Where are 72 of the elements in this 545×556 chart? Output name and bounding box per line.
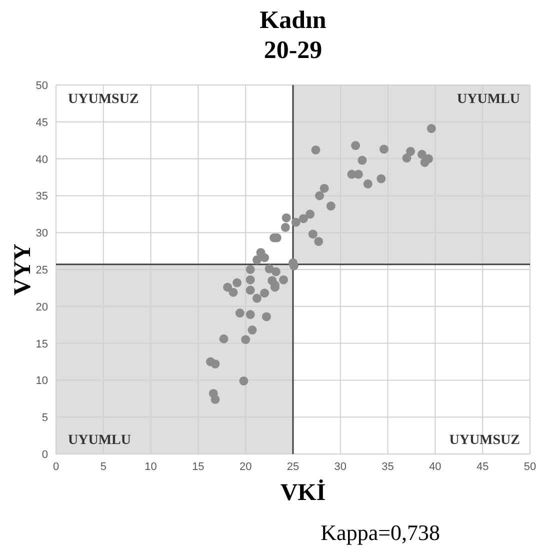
point (424, 154, 434, 164)
point (210, 359, 220, 368)
point (326, 202, 336, 211)
x-tick-label: 20 (239, 461, 252, 473)
text: Kappa=0,738 (320, 520, 440, 545)
point (376, 174, 386, 184)
annotation: UYUMSUZ (449, 433, 520, 448)
point (223, 282, 232, 292)
y-tick-label: 30 (36, 228, 48, 240)
y-tick-label: 45 (36, 116, 48, 129)
annotation: UYUMLU (457, 92, 520, 107)
point (308, 230, 318, 239)
point (363, 179, 372, 188)
x-tick-label: 10 (144, 461, 157, 473)
point (246, 310, 255, 320)
point (260, 253, 270, 262)
point (291, 218, 300, 227)
point (252, 294, 262, 303)
x-tick-label: 50 (524, 461, 536, 473)
point (246, 275, 255, 284)
point (271, 267, 280, 276)
point (380, 144, 389, 154)
annotation: UYUMLU (68, 433, 131, 448)
x-tick-label: 45 (476, 461, 489, 473)
point (246, 265, 255, 274)
x-tick-label: 15 (192, 461, 204, 473)
point (248, 326, 257, 335)
point (210, 394, 220, 404)
y-tick-label: 20 (36, 301, 48, 314)
point (320, 184, 329, 193)
x-tick-label: 5 (100, 461, 106, 473)
y-tick-label: 50 (36, 80, 48, 92)
y-tick-label: 5 (42, 412, 48, 424)
x-tick-label: 35 (382, 461, 394, 473)
x-tick-label: 30 (334, 461, 347, 473)
annotation: UYUMSUZ (68, 92, 139, 107)
y-tick-label: 15 (36, 338, 48, 350)
point (351, 141, 360, 150)
point (279, 275, 288, 284)
point (311, 145, 320, 154)
point (406, 146, 416, 156)
point (260, 288, 270, 298)
point (280, 222, 290, 232)
y-tick-label: 0 (42, 449, 48, 461)
point (241, 335, 250, 344)
point (417, 150, 426, 159)
x-tick-label: 0 (52, 461, 60, 473)
point (228, 288, 238, 297)
point (239, 376, 248, 386)
point (246, 286, 255, 295)
point (358, 156, 367, 165)
y-tick-label: 25 (36, 264, 48, 276)
point (306, 210, 315, 219)
x-tick-label: 25 (286, 461, 300, 473)
point (282, 213, 291, 222)
point (235, 308, 244, 318)
point (298, 214, 308, 224)
chart-title: Kadın 20-29 (260, 7, 326, 64)
point (402, 154, 412, 163)
point (314, 236, 324, 246)
y-axis-title: VYY (10, 244, 36, 296)
y-tick-label: 40 (36, 154, 48, 166)
point (252, 255, 262, 264)
point (219, 334, 228, 344)
point (232, 278, 242, 288)
point (262, 312, 271, 322)
y-tick-label: 35 (36, 190, 48, 203)
x-axis-title: VKİ (280, 479, 326, 506)
point (315, 191, 324, 200)
x-tick-label: 40 (429, 461, 442, 473)
point (426, 124, 436, 134)
y-tick-label: 10 (36, 375, 48, 388)
